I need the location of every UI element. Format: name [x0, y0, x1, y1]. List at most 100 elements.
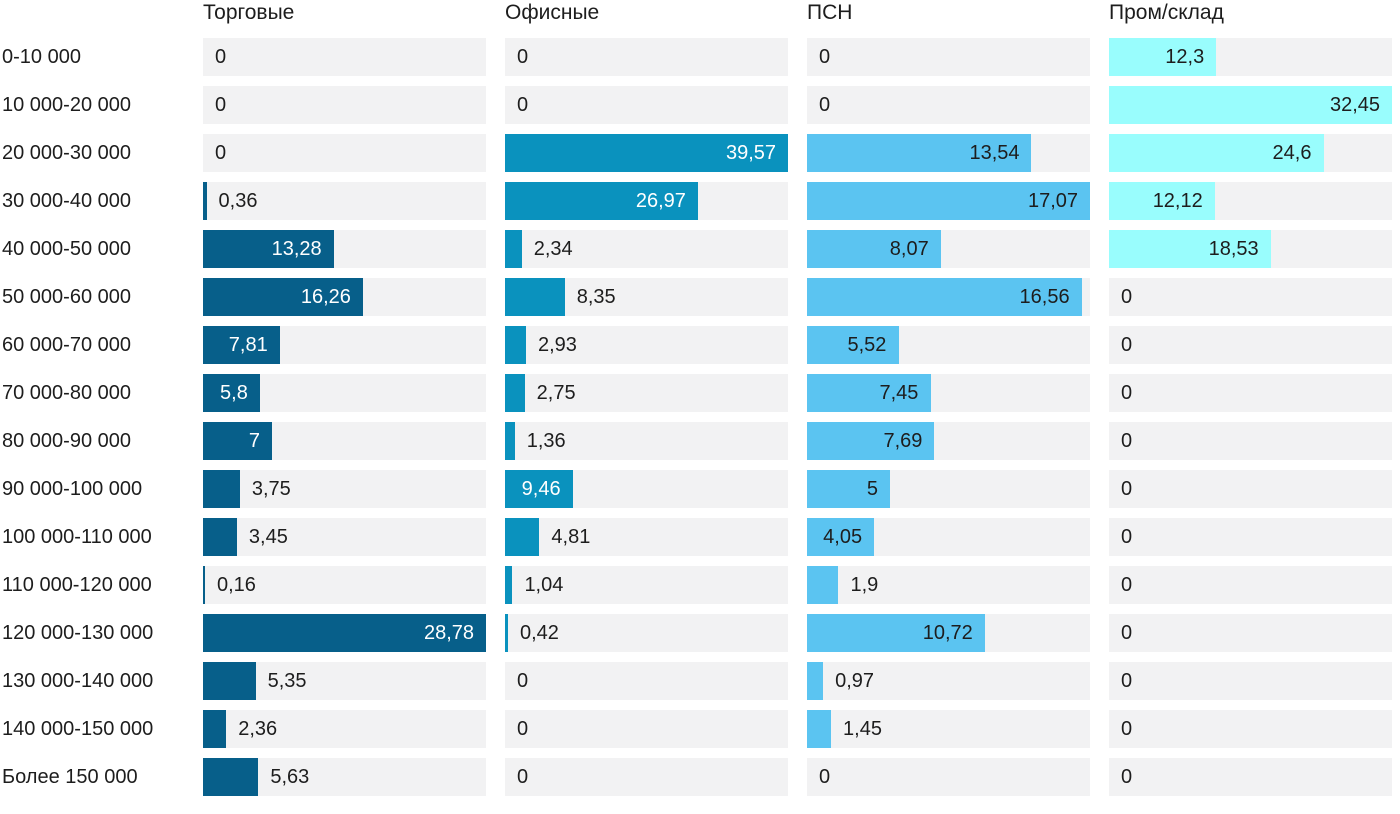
bar-track: 24,6: [1109, 134, 1392, 172]
bar: [203, 518, 237, 556]
bar-track: 5,52: [807, 326, 1090, 364]
bar-value-label: 13,54: [969, 141, 1020, 164]
bar-track: 7,81: [203, 326, 486, 364]
row-label: 50 000-60 000: [2, 285, 132, 308]
bar-track: 4,05: [807, 518, 1090, 556]
bar-value-label: 16,56: [1019, 285, 1070, 308]
bar-track: 0: [1109, 278, 1392, 316]
bar-track: 17,07: [807, 182, 1090, 220]
bar-value-label: 0: [819, 765, 831, 788]
row-label: 100 000-110 000: [2, 525, 152, 548]
row-label: 0-10 000: [2, 45, 81, 68]
row-label: 80 000-90 000: [2, 429, 132, 452]
bar-value-label: 0,97: [835, 669, 875, 692]
bar: [807, 614, 985, 652]
bar: [505, 518, 540, 556]
bar-track: 0: [505, 710, 788, 748]
bar-value-label: 1,45: [843, 717, 882, 740]
bar-track: 1,04: [505, 566, 788, 604]
bar: [505, 278, 565, 316]
bar-value-label: 4,81: [551, 525, 591, 548]
bar-track: 0: [1109, 374, 1392, 412]
column-header-psn: ПСН: [807, 1, 853, 24]
bar: [505, 230, 522, 268]
bar-track: 0,36: [203, 182, 486, 220]
bar: [505, 182, 698, 220]
bar: [203, 614, 486, 652]
bar-track: 8,35: [505, 278, 788, 316]
bar: [807, 566, 839, 604]
bar-track: 7,45: [807, 374, 1090, 412]
chart-corner: [0, 0, 184, 28]
bar-value-label: 9,46: [521, 477, 561, 500]
bar-track: 16,26: [203, 278, 486, 316]
bar-track: 12,12: [1109, 182, 1392, 220]
bar-track: 0: [203, 38, 486, 76]
bar: [203, 758, 259, 796]
bar-track: 9,46: [505, 470, 788, 508]
bar-value-label: 0: [1121, 477, 1133, 500]
bar-value-label: 5,52: [847, 333, 887, 356]
bar: [505, 614, 508, 652]
bar-track: 0: [807, 38, 1090, 76]
bar-track: 3,75: [203, 470, 486, 508]
bar-value-label: 7,81: [228, 333, 268, 356]
bar: [1109, 134, 1324, 172]
bar-track: 0: [505, 38, 788, 76]
bar: [1109, 86, 1392, 124]
bar-value-label: 26,97: [635, 189, 686, 212]
bar: [203, 182, 207, 220]
bar-track: 2,34: [505, 230, 788, 268]
bar: [1109, 182, 1215, 220]
bar-value-label: 0,36: [218, 189, 258, 212]
bar-track: 0: [1109, 518, 1392, 556]
bar-value-label: 2,75: [536, 381, 576, 404]
bar-value-label: 0: [1121, 525, 1133, 548]
row-label: 110 000-120 000: [2, 573, 152, 596]
bar-track: 1,36: [505, 422, 788, 460]
bar-value-label: 2,36: [238, 717, 278, 740]
bar-value-label: 2,34: [533, 237, 573, 260]
row-label: 30 000-40 000: [2, 189, 132, 212]
bar: [807, 518, 875, 556]
bar-value-label: 5,8: [220, 381, 248, 404]
bar-track: 8,07: [807, 230, 1090, 268]
bar-value-label: 13,28: [271, 237, 322, 260]
bar-track: 0: [505, 662, 788, 700]
row-label: 40 000-50 000: [2, 237, 132, 260]
bar-track: 13,28: [203, 230, 486, 268]
bar-value-label: 0: [1121, 381, 1133, 404]
bar-track: 0: [807, 86, 1090, 124]
bar-value-label: 1,36: [526, 429, 566, 452]
bar-value-label: 7,69: [883, 429, 923, 452]
bar-track: 0: [1109, 662, 1392, 700]
bar-value-label: 0: [215, 141, 227, 164]
bar-track: 0: [505, 86, 788, 124]
bar: [203, 374, 261, 412]
row-label: 130 000-140 000: [2, 669, 154, 692]
bar-value-label: 0: [517, 45, 529, 68]
bar-track: 26,97: [505, 182, 788, 220]
bar-value-label: 1,9: [850, 573, 879, 596]
bar-value-label: 0: [1121, 333, 1133, 356]
bar-value-label: 0: [215, 93, 227, 116]
bar-track: 2,36: [203, 710, 486, 748]
bar-value-label: 39,57: [726, 141, 777, 164]
bar-track: 16,56: [807, 278, 1090, 316]
bar-value-label: 0: [1121, 717, 1133, 740]
bar: [505, 134, 788, 172]
bar-value-label: 32,45: [1330, 93, 1381, 116]
bar-track: 13,54: [807, 134, 1090, 172]
bar-track: 10,72: [807, 614, 1090, 652]
bar-track: 5,63: [203, 758, 486, 796]
bar-track: 12,3: [1109, 38, 1392, 76]
bar-track: 39,57: [505, 134, 788, 172]
row-label: 90 000-100 000: [2, 477, 143, 500]
bar-track: 5: [807, 470, 1090, 508]
bar-value-label: 7: [248, 429, 260, 452]
bar-track: 0: [203, 86, 486, 124]
bar: [1109, 38, 1217, 76]
bar: [807, 662, 824, 700]
bar-value-label: 18,53: [1208, 237, 1259, 260]
bar-track: 0: [1109, 422, 1392, 460]
